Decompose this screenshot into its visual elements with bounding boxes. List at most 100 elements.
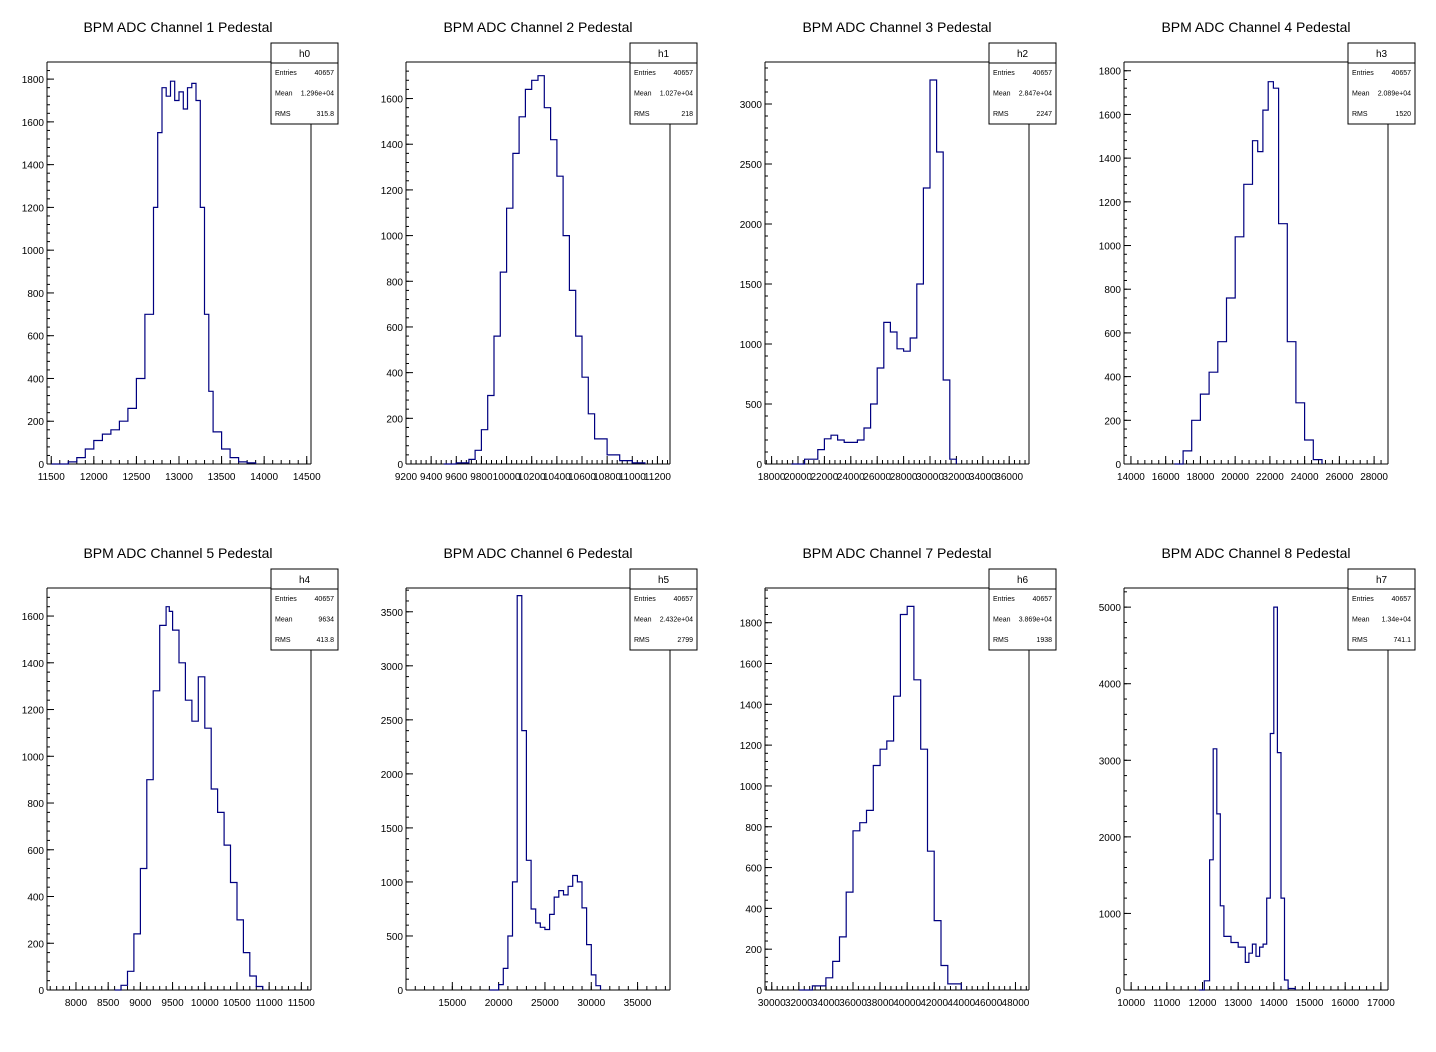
y-tick-label: 1800	[22, 75, 45, 86]
y-tick-label: 1800	[740, 619, 763, 630]
stats-row-label: RMS	[993, 637, 1009, 644]
stats-box-frame	[629, 42, 698, 125]
stats-box: h0 Entries 40657 Mean 1.296e+04 RMS 315.8	[270, 42, 339, 125]
chart-title: BPM ADC Channel 3 Pedestal	[802, 19, 991, 35]
y-tick-label: 1800	[1099, 67, 1122, 78]
stats-row-value: 1.34e+04	[1382, 617, 1411, 624]
stats-row-label: Entries	[993, 70, 1015, 77]
stats-row-value: 40657	[315, 70, 335, 77]
stats-box-frame	[988, 568, 1057, 651]
y-tick-label: 1000	[1099, 242, 1122, 253]
chart-title: BPM ADC Channel 2 Pedestal	[443, 19, 632, 35]
stats-row-label: Mean	[1352, 617, 1370, 624]
stats-row-label: Mean	[993, 91, 1011, 98]
x-tick-label: 15000	[1296, 998, 1324, 1009]
stats-box-frame	[1347, 568, 1416, 651]
y-tick-label: 400	[27, 893, 44, 904]
y-tick-label: 1200	[1099, 198, 1122, 209]
stats-box-name: h1	[658, 49, 670, 60]
x-tick-label: 18000	[1187, 472, 1215, 483]
stats-row-value: 1938	[1036, 637, 1052, 644]
chart-title: BPM ADC Channel 4 Pedestal	[1161, 19, 1350, 35]
y-tick-label: 2000	[740, 220, 763, 231]
x-tick-label: 11000	[1153, 998, 1181, 1009]
x-tick-label: 26000	[1325, 472, 1353, 483]
stats-row-label: RMS	[275, 111, 291, 118]
x-tick-label: 13000	[1224, 998, 1252, 1009]
y-tick-label: 0	[1115, 460, 1121, 471]
x-tick-label: 14000	[1117, 472, 1145, 483]
y-tick-label: 400	[386, 369, 403, 380]
stats-row-label: Mean	[1352, 91, 1370, 98]
stats-box: h2 Entries 40657 Mean 2.847e+04 RMS 2247	[988, 42, 1057, 125]
x-tick-label: 10000	[191, 998, 219, 1009]
histogram-panel-1: BPM ADC Channel 1 Pedestal 0 200 400 600 800 1…	[22, 19, 339, 483]
y-tick-label: 3000	[1099, 756, 1122, 767]
y-tick-label: 0	[397, 460, 403, 471]
stats-box-name: h3	[1376, 49, 1388, 60]
chart-title: BPM ADC Channel 7 Pedestal	[802, 545, 991, 561]
x-tick-label: 9500	[161, 998, 184, 1009]
histogram-panel-3: BPM ADC Channel 3 Pedestal 0 500 1000 1500 20…	[740, 19, 1057, 483]
stats-box: h6 Entries 40657 Mean 3.869e+04 RMS 1938	[988, 568, 1057, 651]
y-tick-label: 600	[27, 846, 44, 857]
stats-row-label: RMS	[1352, 637, 1368, 644]
x-tick-label: 9600	[445, 472, 468, 483]
y-tick-label: 3500	[381, 608, 404, 619]
chart-title: BPM ADC Channel 1 Pedestal	[83, 19, 272, 35]
stats-box-name: h6	[1017, 575, 1029, 586]
x-tick-label: 38000	[866, 998, 894, 1009]
stats-row-label: RMS	[275, 637, 291, 644]
stats-row-value: 40657	[674, 596, 694, 603]
y-tick-label: 800	[386, 277, 403, 288]
x-tick-label: 12000	[80, 472, 108, 483]
y-tick-label: 200	[745, 945, 762, 956]
stats-row-value: 1.027e+04	[660, 91, 693, 98]
y-tick-label: 0	[38, 460, 44, 471]
y-tick-label: 0	[38, 986, 44, 997]
y-tick-label: 5000	[1099, 603, 1122, 614]
y-tick-label: 1600	[22, 612, 45, 623]
x-tick-label: 18000	[758, 472, 786, 483]
histogram-panel-5: BPM ADC Channel 5 Pedestal 0 200 400 600 800 1…	[22, 545, 339, 1009]
histogram-panel-4: BPM ADC Channel 4 Pedestal 0 200 400 600 800 1…	[1099, 19, 1416, 483]
x-tick-label: 8500	[97, 998, 120, 1009]
y-tick-label: 1000	[740, 340, 763, 351]
histogram-panel-6: BPM ADC Channel 6 Pedestal 0 500 1000 1500 20…	[381, 545, 698, 1009]
histogram-series-line	[443, 75, 646, 465]
x-tick-label: 20000	[1221, 472, 1249, 483]
y-tick-label: 800	[1104, 285, 1121, 296]
x-tick-label: 10800	[593, 472, 621, 483]
x-tick-label: 24000	[1291, 472, 1319, 483]
x-tick-label: 20000	[784, 472, 812, 483]
x-tick-label: 32000	[785, 998, 813, 1009]
stats-row-value: 2.432e+04	[660, 617, 693, 624]
x-tick-label: 28000	[890, 472, 918, 483]
x-tick-label: 10000	[1117, 998, 1145, 1009]
y-tick-label: 600	[1104, 329, 1121, 340]
stats-box-name: h7	[1376, 575, 1388, 586]
stats-row-label: Mean	[993, 617, 1011, 624]
x-tick-label: 17000	[1367, 998, 1395, 1009]
stats-row-label: Entries	[275, 70, 297, 77]
stats-row-label: Entries	[275, 596, 297, 603]
stats-box-frame	[270, 568, 339, 651]
stats-row-value: 40657	[1033, 70, 1053, 77]
stats-box-frame	[629, 568, 698, 651]
x-tick-label: 22000	[1256, 472, 1284, 483]
stats-row-value: 40657	[315, 596, 335, 603]
x-tick-label: 20000	[485, 998, 513, 1009]
x-tick-label: 36000	[995, 472, 1023, 483]
x-tick-label: 34000	[812, 998, 840, 1009]
x-tick-label: 13500	[208, 472, 236, 483]
x-tick-label: 12500	[123, 472, 151, 483]
stats-row-label: Entries	[1352, 70, 1374, 77]
x-tick-label: 13000	[165, 472, 193, 483]
y-tick-label: 200	[27, 939, 44, 950]
stats-row-value: 413.8	[316, 637, 334, 644]
x-tick-label: 10600	[568, 472, 596, 483]
stats-row-value: 40657	[1392, 70, 1412, 77]
y-tick-label: 1400	[381, 140, 404, 151]
histogram-series-line	[1198, 606, 1296, 991]
x-tick-label: 25000	[531, 998, 559, 1009]
